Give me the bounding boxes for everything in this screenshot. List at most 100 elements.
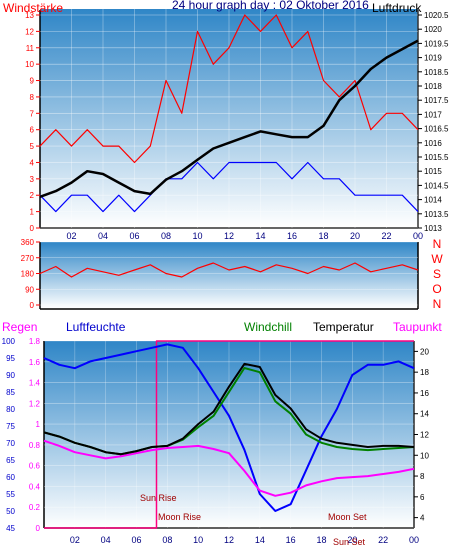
climate-x-tick-label: 12 bbox=[224, 535, 234, 545]
wind-pressure-series bbox=[39, 14, 419, 213]
wind-x-tick-label: 18 bbox=[318, 231, 328, 241]
humidity-tick-label: 50 bbox=[6, 507, 15, 516]
wind-tick-label: 9 bbox=[30, 77, 35, 86]
wind-x-tick-label: 10 bbox=[192, 231, 202, 241]
wind-tick-label: 4 bbox=[30, 158, 35, 167]
wind-tick-label: 1 bbox=[30, 208, 35, 217]
sun-set-annotation: Sun Set bbox=[333, 537, 366, 547]
direction-grid bbox=[40, 241, 418, 306]
climate-x-tick-label: 00 bbox=[409, 535, 419, 545]
wind-direction-plot-area bbox=[40, 242, 418, 308]
pressure-tick-label: 1018 bbox=[424, 82, 442, 91]
climate-x-ticks: 02 04 06 08 10 12 14 16 18 20 22 00 bbox=[70, 535, 419, 545]
humidity-tick-label: 45 bbox=[6, 524, 15, 533]
rain-tick-label: 0.2 bbox=[29, 503, 41, 512]
direction-tick-label: 360 bbox=[21, 238, 35, 247]
taupunkt-legend: Taupunkt bbox=[393, 320, 442, 334]
wind-x-tick-label: 20 bbox=[350, 231, 360, 241]
pressure-tick-label: 1017 bbox=[424, 110, 442, 119]
wind-x-tick-label: 12 bbox=[224, 231, 234, 241]
wind-tick-label: 0 bbox=[30, 224, 35, 233]
humidity-tick-label: 95 bbox=[6, 354, 15, 363]
climate-plot-area bbox=[44, 341, 414, 528]
compass-label: N bbox=[433, 237, 442, 251]
direction-tick-label: 90 bbox=[25, 285, 34, 294]
rain-tick-label: 1.2 bbox=[29, 399, 41, 408]
climate-x-tick-label: 18 bbox=[316, 535, 326, 545]
climate-x-tick-label: 14 bbox=[255, 535, 265, 545]
climate-x-tick-label: 04 bbox=[101, 535, 111, 545]
compass-label: N bbox=[433, 297, 442, 311]
wind-tick-label: 11 bbox=[26, 44, 35, 53]
rain-tick-label: 1 bbox=[36, 420, 41, 429]
pressure-tick-label: 1016 bbox=[424, 139, 442, 148]
temperature-tick-label: 12 bbox=[420, 431, 429, 440]
chart-title: 24 hour graph day : 02 Oktober 2016 bbox=[172, 0, 369, 12]
pressure-tick-label: 1016.5 bbox=[424, 125, 449, 134]
temperature-tick-label: 16 bbox=[420, 389, 429, 398]
rain-tick-label: 0.4 bbox=[29, 482, 41, 491]
humidity-tick-label: 80 bbox=[6, 405, 15, 414]
temperature-tick-label: 18 bbox=[420, 368, 429, 377]
direction-tick-label: 180 bbox=[21, 270, 35, 279]
pressure-tick-label: 1018.5 bbox=[424, 68, 449, 77]
wind-tick-label: 5 bbox=[30, 142, 35, 151]
wind-tick-label: 10 bbox=[25, 60, 34, 69]
pressure-tick-label: 1015.5 bbox=[424, 153, 449, 162]
wind-x-ticks: 02 04 06 08 10 12 14 16 18 20 22 00 bbox=[66, 231, 423, 241]
pressure-tick-label: 1013 bbox=[424, 224, 442, 233]
pressure-right-ticks: 1013 1013.5 1014 1014.5 1015 1015.5 1016 1016.5… bbox=[418, 11, 449, 233]
wind-x-tick-label: 16 bbox=[287, 231, 297, 241]
climate-x-tick-label: 20 bbox=[347, 535, 357, 545]
luftfeuchte-legend: Luftfeuchte bbox=[66, 320, 126, 334]
wind-tick-label: 3 bbox=[30, 175, 35, 184]
humidity-tick-label: 65 bbox=[6, 456, 15, 465]
temperature-line bbox=[43, 362, 415, 456]
moon-rise-annotation: Moon Rise bbox=[158, 512, 201, 522]
moon-set-annotation: Moon Set bbox=[328, 512, 367, 522]
wind-x-tick-label: 06 bbox=[129, 231, 139, 241]
direction-tick-label: 0 bbox=[30, 301, 35, 310]
rain-tick-label: 1.4 bbox=[29, 379, 41, 388]
climate-x-tick-label: 16 bbox=[286, 535, 296, 545]
climate-series bbox=[43, 340, 415, 529]
compass-label: W bbox=[431, 252, 443, 266]
wind-tick-label: 2 bbox=[30, 191, 35, 200]
wind-tick-label: 12 bbox=[25, 27, 34, 36]
humidity-tick-label: 55 bbox=[6, 490, 15, 499]
windchill-legend: Windchill bbox=[244, 320, 292, 334]
direction-series bbox=[39, 262, 419, 278]
sun-rise-annotation: Sun Rise bbox=[140, 493, 177, 503]
dewpoint-line bbox=[43, 439, 415, 497]
humidity-tick-label: 100 bbox=[2, 337, 16, 346]
wind-avg-line bbox=[39, 161, 419, 213]
temperatur-legend: Temperatur bbox=[313, 320, 374, 334]
wind-tick-label: 8 bbox=[30, 93, 35, 102]
rain-tick-label: 0 bbox=[36, 524, 41, 533]
pressure-tick-label: 1014.5 bbox=[424, 181, 449, 190]
temperature-tick-label: 8 bbox=[420, 472, 425, 481]
rain-tick-label: 1.8 bbox=[29, 337, 41, 346]
rain-ticks: 0 0.2 0.4 0.6 0.8 1 1.2 1.4 1.6 1.8 bbox=[29, 337, 41, 533]
temperature-tick-label: 4 bbox=[420, 514, 425, 523]
temperature-ticks: 4 6 8 10 12 14 16 18 20 bbox=[414, 347, 429, 523]
rain-tick-label: 0.6 bbox=[29, 462, 41, 471]
wind-tick-label: 6 bbox=[30, 126, 35, 135]
pressure-tick-label: 1014 bbox=[424, 196, 442, 205]
rain-line bbox=[44, 340, 414, 529]
direction-tick-label: 270 bbox=[21, 254, 35, 263]
wind-x-tick-label: 08 bbox=[161, 231, 171, 241]
pressure-tick-label: 1019 bbox=[424, 54, 442, 63]
direction-left-ticks: 0 90 180 270 360 bbox=[21, 238, 40, 310]
wind-tick-label: 13 bbox=[25, 11, 34, 20]
temperature-tick-label: 10 bbox=[420, 451, 429, 460]
temperature-tick-label: 20 bbox=[420, 347, 429, 356]
humidity-tick-label: 60 bbox=[6, 473, 15, 482]
pressure-tick-label: 1020 bbox=[424, 25, 442, 34]
wind-x-tick-label: 22 bbox=[381, 231, 391, 241]
wind-x-tick-label: 00 bbox=[413, 231, 423, 241]
